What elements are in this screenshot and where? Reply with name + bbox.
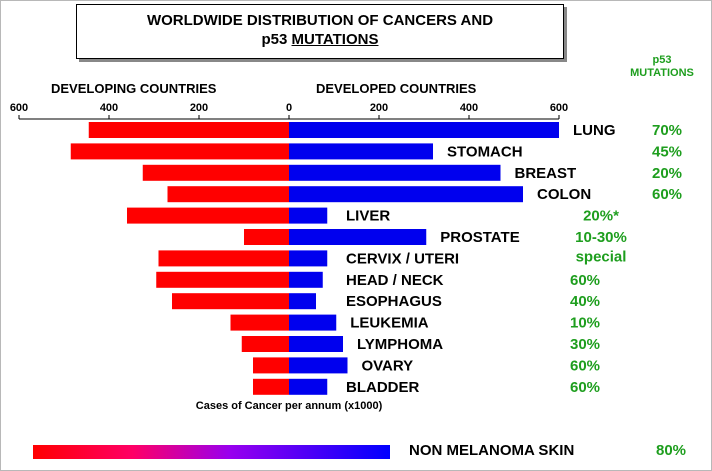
x-axis-label: Cases of Cancer per annum (x1000): [195, 400, 383, 412]
bar-developing: [241, 336, 289, 352]
p53-mutation-value: 10-30%: [575, 229, 627, 246]
non-melanoma-skin-p53: 80%: [656, 442, 687, 459]
category-label: HEAD / NECK: [346, 272, 444, 289]
bar-developed: [289, 378, 328, 395]
x-tick-label: 200: [190, 102, 208, 114]
category-label: PROSTATE: [440, 229, 519, 246]
bar-developed: [289, 229, 427, 245]
x-tick-label: 400: [460, 102, 478, 114]
bar-developing: [253, 378, 289, 395]
category-label: CERVIX / UTERI: [346, 250, 459, 267]
p53-mutation-value: special: [576, 248, 627, 265]
title-line-2-underlined: MUTATIONS: [291, 31, 379, 48]
bar-developed: [289, 122, 559, 138]
title-line-1: WORLDWIDE DISTRIBUTION OF CANCERS AND: [146, 12, 494, 29]
non-melanoma-skin-gradient-bar: [33, 445, 390, 459]
bar-developing: [158, 250, 289, 267]
category-label: OVARY: [362, 357, 414, 374]
category-label: LUNG: [573, 122, 616, 139]
p53-mutation-value: 60%: [570, 357, 600, 374]
developing-countries-label: DEVELOPING COUNTRIES: [51, 81, 217, 96]
p53-mutation-value: 20%*: [583, 208, 619, 225]
p53-header-line-1: p53: [652, 54, 672, 66]
x-tick-label: 600: [10, 102, 28, 114]
bar-developing: [88, 122, 289, 138]
category-label: LYMPHOMA: [357, 336, 443, 353]
x-tick-label: 600: [550, 102, 568, 114]
category-label: LEUKEMIA: [350, 315, 429, 332]
category-label: BLADDER: [346, 379, 419, 396]
bar-developing: [244, 229, 289, 245]
category-label: COLON: [537, 186, 591, 203]
p53-mutation-value: 40%: [570, 293, 600, 310]
developed-countries-label: DEVELOPED COUNTRIES: [316, 81, 477, 96]
bar-developing: [127, 207, 289, 224]
bar-developed: [289, 143, 433, 160]
bar-developed: [289, 186, 523, 203]
p53-mutation-value: 60%: [652, 186, 682, 203]
category-label: STOMACH: [447, 143, 523, 160]
bar-developing: [142, 164, 289, 181]
bar-developing: [167, 186, 289, 203]
bar-developed: [289, 207, 328, 224]
bar-developing: [70, 143, 289, 160]
p53-mutation-value: 30%: [570, 336, 600, 353]
x-tick-label: 400: [100, 102, 118, 114]
p53-mutation-value: 20%: [652, 165, 682, 182]
title-line-2-plain: p53: [261, 31, 292, 48]
p53-mutations-header: p53 MUTATIONS: [619, 54, 705, 80]
bar-developing: [156, 271, 289, 288]
p53-mutation-value: 45%: [652, 143, 682, 160]
bar-developing: [253, 357, 289, 374]
bar-developed: [289, 357, 348, 374]
p53-mutation-value: 70%: [652, 122, 682, 139]
p53-header-line-2: MUTATIONS: [630, 67, 694, 79]
category-label: LIVER: [346, 208, 390, 225]
x-tick-label: 0: [286, 102, 292, 114]
bar-developed: [289, 336, 343, 352]
category-label: BREAST: [515, 165, 577, 182]
non-melanoma-skin-label: NON MELANOMA SKIN: [409, 442, 575, 459]
p53-mutation-value: 60%: [570, 379, 600, 396]
bar-developed: [289, 164, 501, 181]
p53-mutation-value: 60%: [570, 272, 600, 289]
bar-developing: [172, 293, 289, 310]
bar-developed: [289, 250, 328, 267]
category-label: ESOPHAGUS: [346, 293, 442, 310]
p53-mutation-value: 10%: [570, 315, 600, 332]
x-tick-label: 200: [370, 102, 388, 114]
bar-developed: [289, 314, 337, 331]
bar-developed: [289, 271, 323, 288]
title-box: WORLDWIDE DISTRIBUTION OF CANCERS AND p5…: [76, 4, 564, 59]
bar-developing: [230, 314, 289, 331]
title-line-2: p53 MUTATIONS: [77, 30, 563, 49]
bar-developed: [289, 293, 316, 310]
